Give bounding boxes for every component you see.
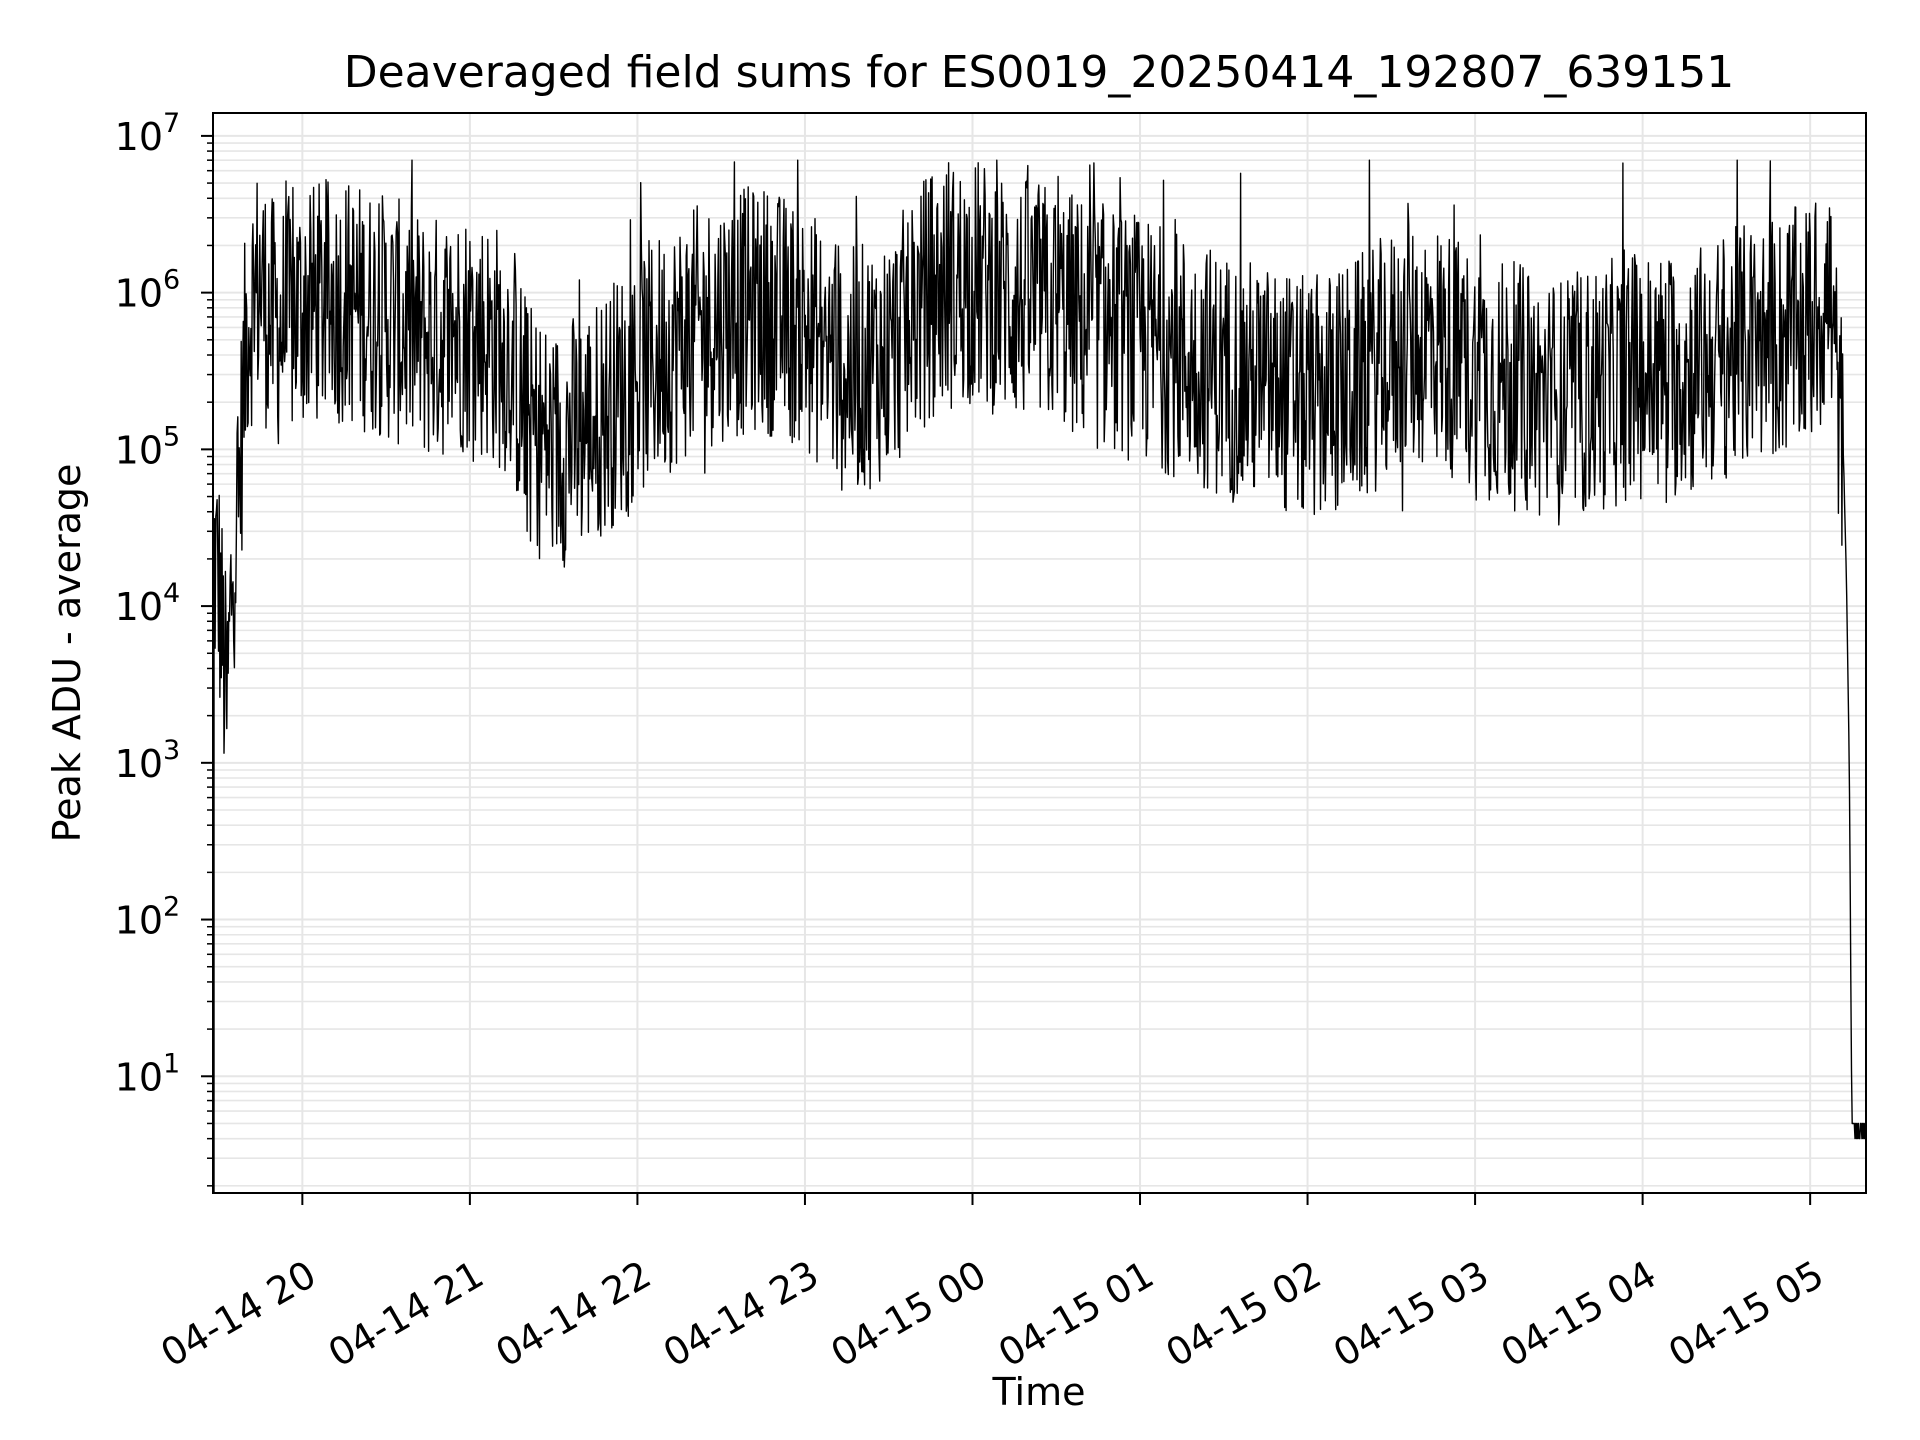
chart-title: Deaveraged field sums for ES0019_2025041…	[344, 47, 1735, 98]
x-axis-label: Time	[992, 1370, 1086, 1414]
y-tick-exponent: 3	[163, 735, 180, 766]
y-tick-label: 10	[115, 585, 163, 629]
y-tick-exponent: 7	[163, 108, 180, 139]
y-tick-exponent: 6	[163, 265, 180, 296]
y-tick-label: 10	[115, 742, 163, 786]
y-tick-label: 10	[115, 1055, 163, 1099]
y-tick-label: 10	[115, 899, 163, 943]
y-tick-label: 10	[115, 115, 163, 159]
series-line	[212, 159, 1867, 1140]
y-tick-label: 10	[115, 428, 163, 472]
y-tick-exponent: 1	[163, 1048, 180, 1079]
y-tick-exponent: 2	[163, 892, 180, 923]
y-axis-label: Peak ADU - average	[45, 464, 89, 843]
y-tick-label: 10	[115, 272, 163, 316]
y-tick-exponent: 4	[163, 578, 180, 609]
gridlines	[213, 113, 1866, 1193]
y-tick-exponent: 5	[163, 421, 180, 452]
